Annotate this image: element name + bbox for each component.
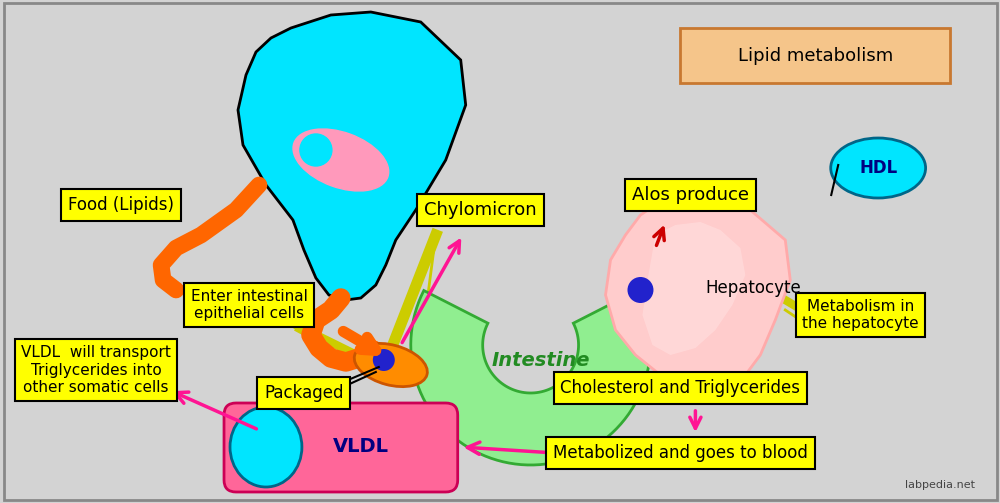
Circle shape	[627, 277, 653, 303]
Polygon shape	[642, 222, 745, 355]
Circle shape	[300, 134, 332, 166]
Text: Alos produce: Alos produce	[632, 186, 749, 204]
Text: labpedia.net: labpedia.net	[905, 480, 975, 490]
Text: Chylomicron: Chylomicron	[424, 201, 537, 219]
Text: Lipid metabolism: Lipid metabolism	[738, 47, 893, 65]
Text: Metabolized and goes to blood: Metabolized and goes to blood	[553, 444, 808, 462]
Ellipse shape	[354, 344, 427, 387]
Polygon shape	[238, 12, 466, 300]
Polygon shape	[606, 195, 790, 395]
Ellipse shape	[293, 129, 389, 191]
FancyBboxPatch shape	[680, 28, 950, 83]
Polygon shape	[411, 291, 650, 465]
Text: Enter intestinal
epithelial cells: Enter intestinal epithelial cells	[191, 289, 307, 321]
Text: Hepatocyte: Hepatocyte	[705, 279, 801, 297]
Text: HDL: HDL	[859, 159, 897, 177]
Text: VLDL  will transport
Triglycerides into
other somatic cells: VLDL will transport Triglycerides into o…	[21, 345, 171, 395]
Text: Metabolism in
the hepatocyte: Metabolism in the hepatocyte	[802, 299, 918, 331]
Ellipse shape	[230, 407, 302, 487]
Text: Food (Lipids): Food (Lipids)	[68, 196, 174, 214]
Text: Intestine: Intestine	[491, 351, 590, 370]
Ellipse shape	[831, 138, 926, 198]
FancyBboxPatch shape	[224, 403, 458, 492]
Text: Packaged: Packaged	[264, 384, 344, 402]
Text: Cholesterol and Triglycerides: Cholesterol and Triglycerides	[560, 379, 800, 397]
Text: VLDL: VLDL	[333, 438, 389, 457]
Circle shape	[373, 349, 395, 371]
